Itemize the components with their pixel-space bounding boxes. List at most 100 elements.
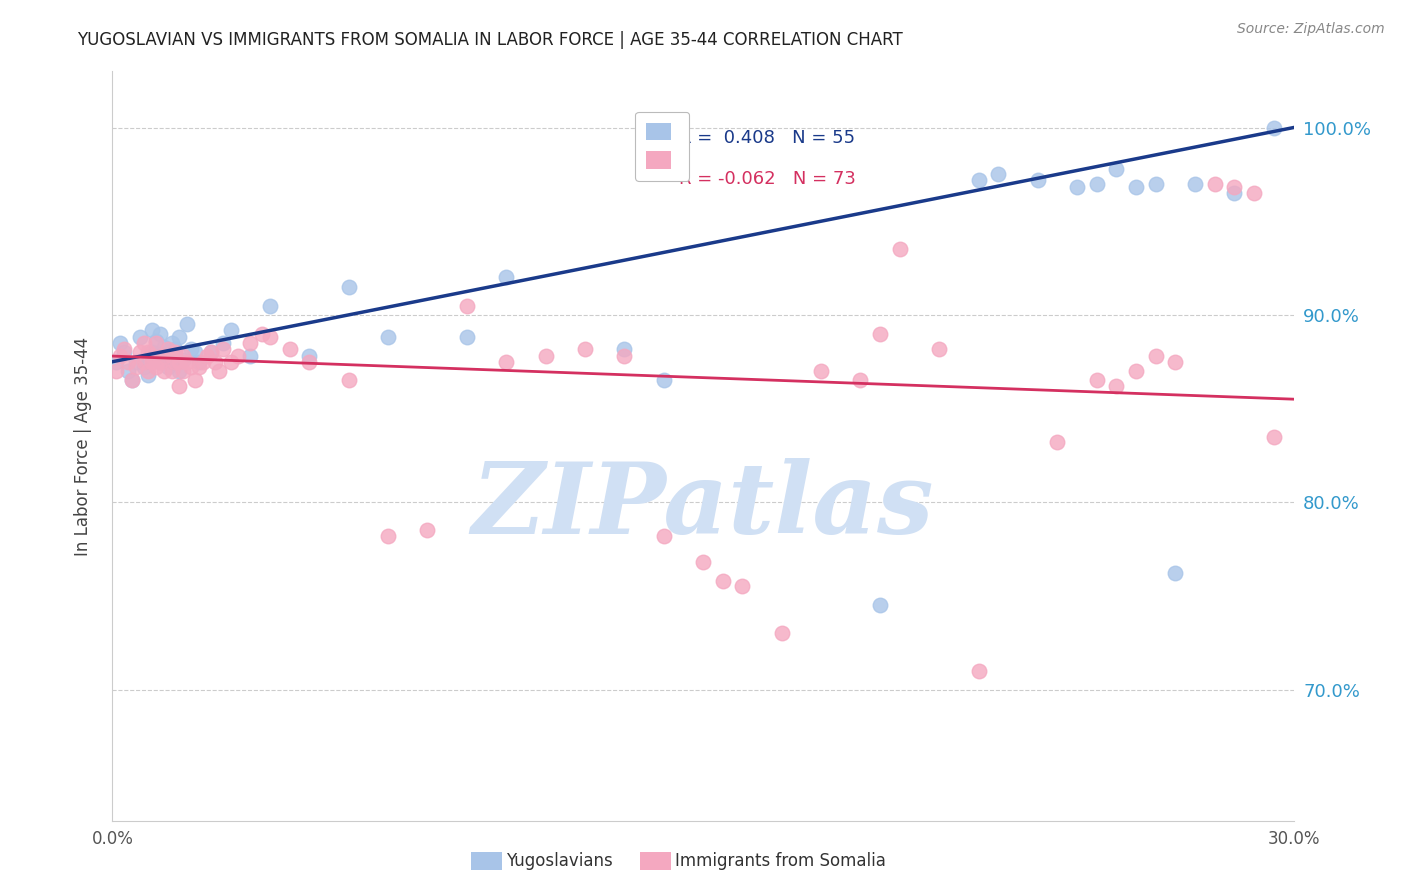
- Point: [112, 345, 135, 359]
- Point: [176, 318, 198, 332]
- Point: [495, 270, 517, 285]
- Point: [105, 364, 128, 378]
- Point: [132, 336, 155, 351]
- Point: [141, 349, 163, 363]
- Point: [156, 360, 179, 375]
- Text: ZIPatlas: ZIPatlas: [472, 458, 934, 554]
- Point: [132, 355, 155, 369]
- Point: [188, 360, 211, 375]
- Text: Immigrants from Somalia: Immigrants from Somalia: [675, 852, 886, 870]
- Point: [105, 355, 128, 369]
- Point: [416, 524, 439, 538]
- Point: [652, 374, 675, 388]
- Point: [117, 355, 139, 369]
- Point: [1184, 177, 1206, 191]
- Point: [129, 345, 152, 359]
- Text: Source: ZipAtlas.com: Source: ZipAtlas.com: [1237, 22, 1385, 37]
- Point: [211, 342, 233, 356]
- Point: [156, 342, 179, 356]
- Point: [169, 364, 191, 378]
- Point: [456, 299, 478, 313]
- Point: [810, 364, 832, 378]
- Point: [160, 349, 183, 363]
- Point: [200, 345, 222, 359]
- Text: YUGOSLAVIAN VS IMMIGRANTS FROM SOMALIA IN LABOR FORCE | AGE 35-44 CORRELATION CH: YUGOSLAVIAN VS IMMIGRANTS FROM SOMALIA I…: [77, 31, 903, 49]
- Point: [152, 352, 174, 367]
- Point: [169, 355, 191, 369]
- Point: [1125, 180, 1147, 194]
- Point: [149, 355, 172, 369]
- Point: [145, 360, 167, 375]
- Point: [1144, 177, 1167, 191]
- Point: [259, 299, 281, 313]
- Point: [184, 345, 207, 359]
- Point: [228, 349, 250, 363]
- Point: [132, 360, 155, 375]
- Point: [188, 355, 211, 369]
- Point: [117, 364, 139, 378]
- Point: [869, 599, 891, 613]
- Point: [1164, 355, 1187, 369]
- Point: [219, 323, 242, 337]
- Text: R =  0.408   N = 55: R = 0.408 N = 55: [679, 129, 855, 147]
- Point: [149, 326, 172, 341]
- Point: [156, 345, 179, 359]
- Point: [141, 345, 163, 359]
- Point: [1263, 430, 1285, 444]
- Point: [204, 355, 226, 369]
- Point: [219, 355, 242, 369]
- Point: [1223, 186, 1246, 201]
- Point: [337, 374, 360, 388]
- Point: [495, 355, 517, 369]
- Point: [298, 355, 321, 369]
- Point: [195, 349, 218, 363]
- Point: [1066, 180, 1088, 194]
- Point: [278, 342, 301, 356]
- Point: [145, 334, 167, 348]
- Point: [967, 173, 990, 187]
- Point: [259, 330, 281, 344]
- Point: [211, 336, 233, 351]
- Point: [377, 330, 399, 344]
- Point: [1164, 566, 1187, 581]
- Point: [889, 243, 911, 257]
- Point: [1046, 435, 1069, 450]
- Point: [1125, 364, 1147, 378]
- Point: [160, 364, 183, 378]
- Point: [692, 555, 714, 569]
- Point: [152, 340, 174, 354]
- Point: [149, 355, 172, 369]
- Point: [165, 342, 187, 356]
- Point: [770, 626, 793, 640]
- Point: [172, 364, 194, 378]
- Point: [1105, 161, 1128, 176]
- Point: [184, 374, 207, 388]
- Point: [110, 336, 132, 351]
- Point: [191, 355, 214, 369]
- Point: [152, 349, 174, 363]
- Point: [239, 349, 262, 363]
- Point: [298, 349, 321, 363]
- Point: [1223, 180, 1246, 194]
- Point: [1026, 173, 1049, 187]
- Y-axis label: In Labor Force | Age 35-44: In Labor Force | Age 35-44: [73, 336, 91, 556]
- Point: [112, 342, 135, 356]
- Point: [869, 326, 891, 341]
- Point: [172, 352, 194, 367]
- Point: [731, 580, 754, 594]
- Point: [1085, 374, 1108, 388]
- Point: [145, 349, 167, 363]
- Point: [121, 374, 143, 388]
- Text: Yugoslavians: Yugoslavians: [506, 852, 613, 870]
- Point: [136, 368, 159, 382]
- Point: [456, 330, 478, 344]
- Point: [337, 280, 360, 294]
- Point: [849, 374, 872, 388]
- Point: [377, 529, 399, 543]
- Point: [208, 364, 231, 378]
- Point: [967, 664, 990, 678]
- Point: [534, 349, 557, 363]
- Point: [200, 345, 222, 359]
- Point: [1243, 186, 1265, 201]
- Point: [136, 364, 159, 378]
